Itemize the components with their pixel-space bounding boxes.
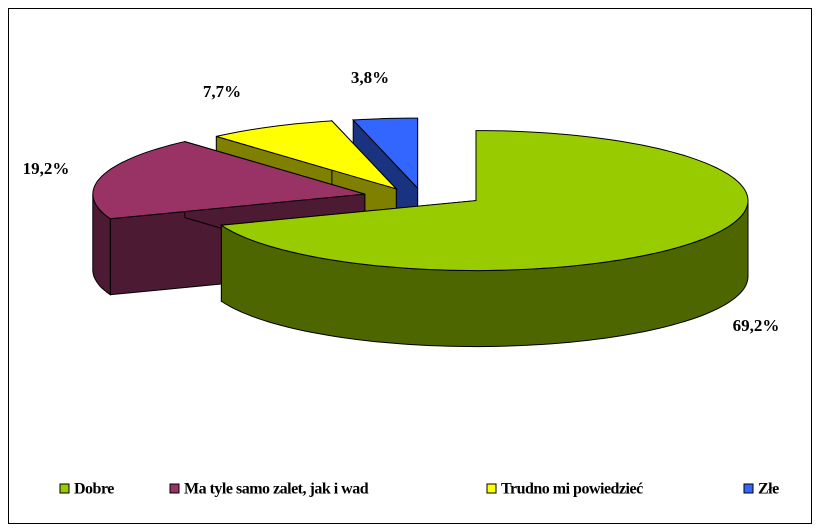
pie: 69,2% 19,2% 7,7% 3,8% — [23, 68, 780, 348]
legend-label: Trudno mi powiedzieć — [501, 481, 643, 498]
legend-marker — [743, 483, 754, 494]
data-label: 7,7% — [203, 82, 241, 101]
legend-marker — [486, 483, 497, 494]
legend-label: Ma tyle samo zalet, jak i wad — [184, 481, 369, 498]
pie-slice — [216, 120, 398, 190]
pie-slice — [352, 117, 419, 190]
data-label: 19,2% — [23, 159, 70, 178]
legend-marker — [169, 483, 180, 494]
legend-marker — [59, 483, 70, 494]
data-label: 3,8% — [351, 68, 389, 87]
legend-label: Dobre — [74, 481, 114, 498]
data-label: 69,2% — [733, 316, 780, 335]
legend-label: Złe — [758, 481, 779, 498]
legend: Dobre Ma tyle samo zalet, jak i wad Trudno… — [59, 481, 780, 498]
pie-slice — [92, 141, 365, 220]
pie-slice — [219, 130, 749, 272]
